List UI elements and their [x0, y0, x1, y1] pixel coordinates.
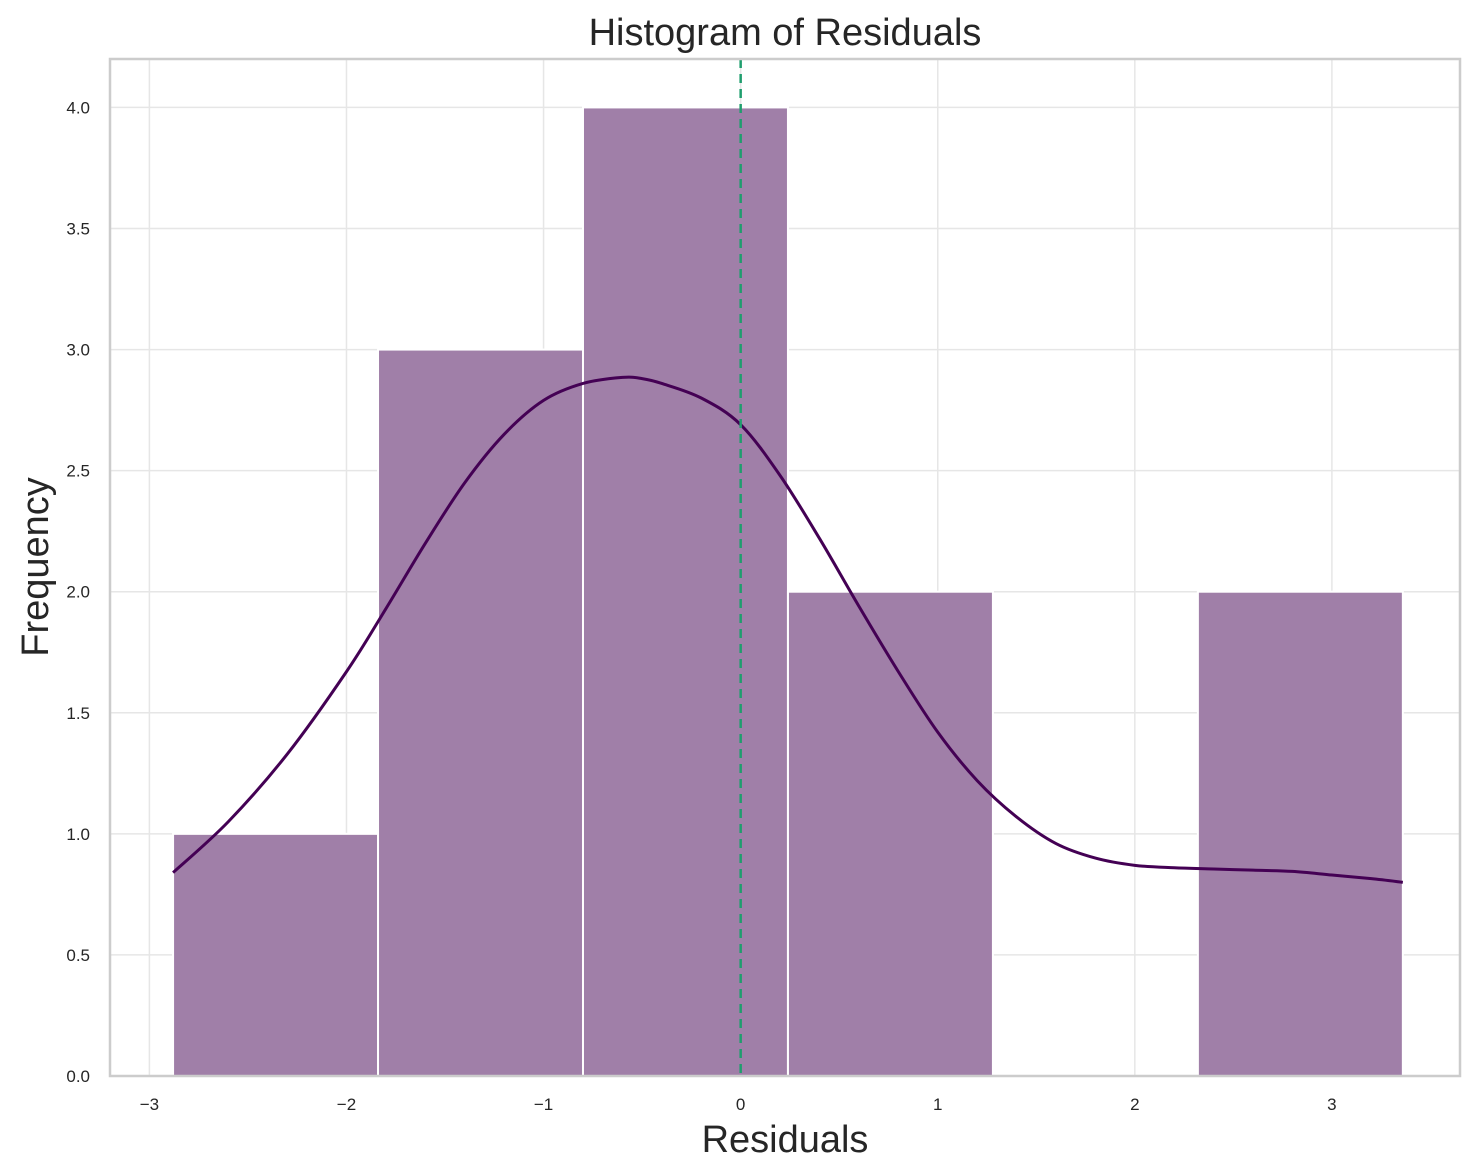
- histogram-bar: [786, 590, 994, 1077]
- x-axis-label: Residuals: [702, 1119, 869, 1161]
- chart-title: Histogram of Residuals: [589, 12, 982, 54]
- histogram-bar: [377, 348, 584, 1078]
- x-tick-labels: −3 −2 −1 0 1 2 3: [140, 1095, 1337, 1114]
- histogram-bar: [581, 106, 789, 1077]
- histogram-bar: [172, 832, 380, 1077]
- y-tick-label: 2.0: [66, 583, 90, 602]
- y-tick-label: 3.0: [66, 341, 90, 360]
- kde-layer: [172, 375, 1404, 884]
- x-tick-label: −3: [140, 1095, 159, 1114]
- kde-curve: [172, 375, 1404, 884]
- x-tick-label: 0: [736, 1095, 745, 1114]
- y-tick-label: 4.0: [66, 98, 90, 117]
- x-tick-label: 3: [1327, 1095, 1336, 1114]
- histogram-bar: [1196, 590, 1404, 1077]
- y-axis-label: Frequency: [15, 477, 57, 657]
- y-tick-labels: 0.0 0.5 1.0 1.5 2.0 2.5 3.0 3.5 4.0: [66, 98, 90, 1086]
- bar-layer: [172, 106, 1404, 1078]
- x-tick-label: −1: [534, 1095, 553, 1114]
- x-tick-label: −2: [337, 1095, 356, 1114]
- y-tick-label: 1.5: [66, 704, 90, 723]
- x-tick-label: 2: [1130, 1095, 1139, 1114]
- y-tick-label: 1.0: [66, 825, 90, 844]
- y-tick-label: 2.5: [66, 462, 90, 481]
- x-tick-label: 1: [933, 1095, 942, 1114]
- y-tick-label: 0.0: [66, 1067, 90, 1086]
- y-tick-label: 3.5: [66, 220, 90, 239]
- plot-frame: [108, 57, 1462, 1078]
- y-tick-label: 0.5: [66, 946, 90, 965]
